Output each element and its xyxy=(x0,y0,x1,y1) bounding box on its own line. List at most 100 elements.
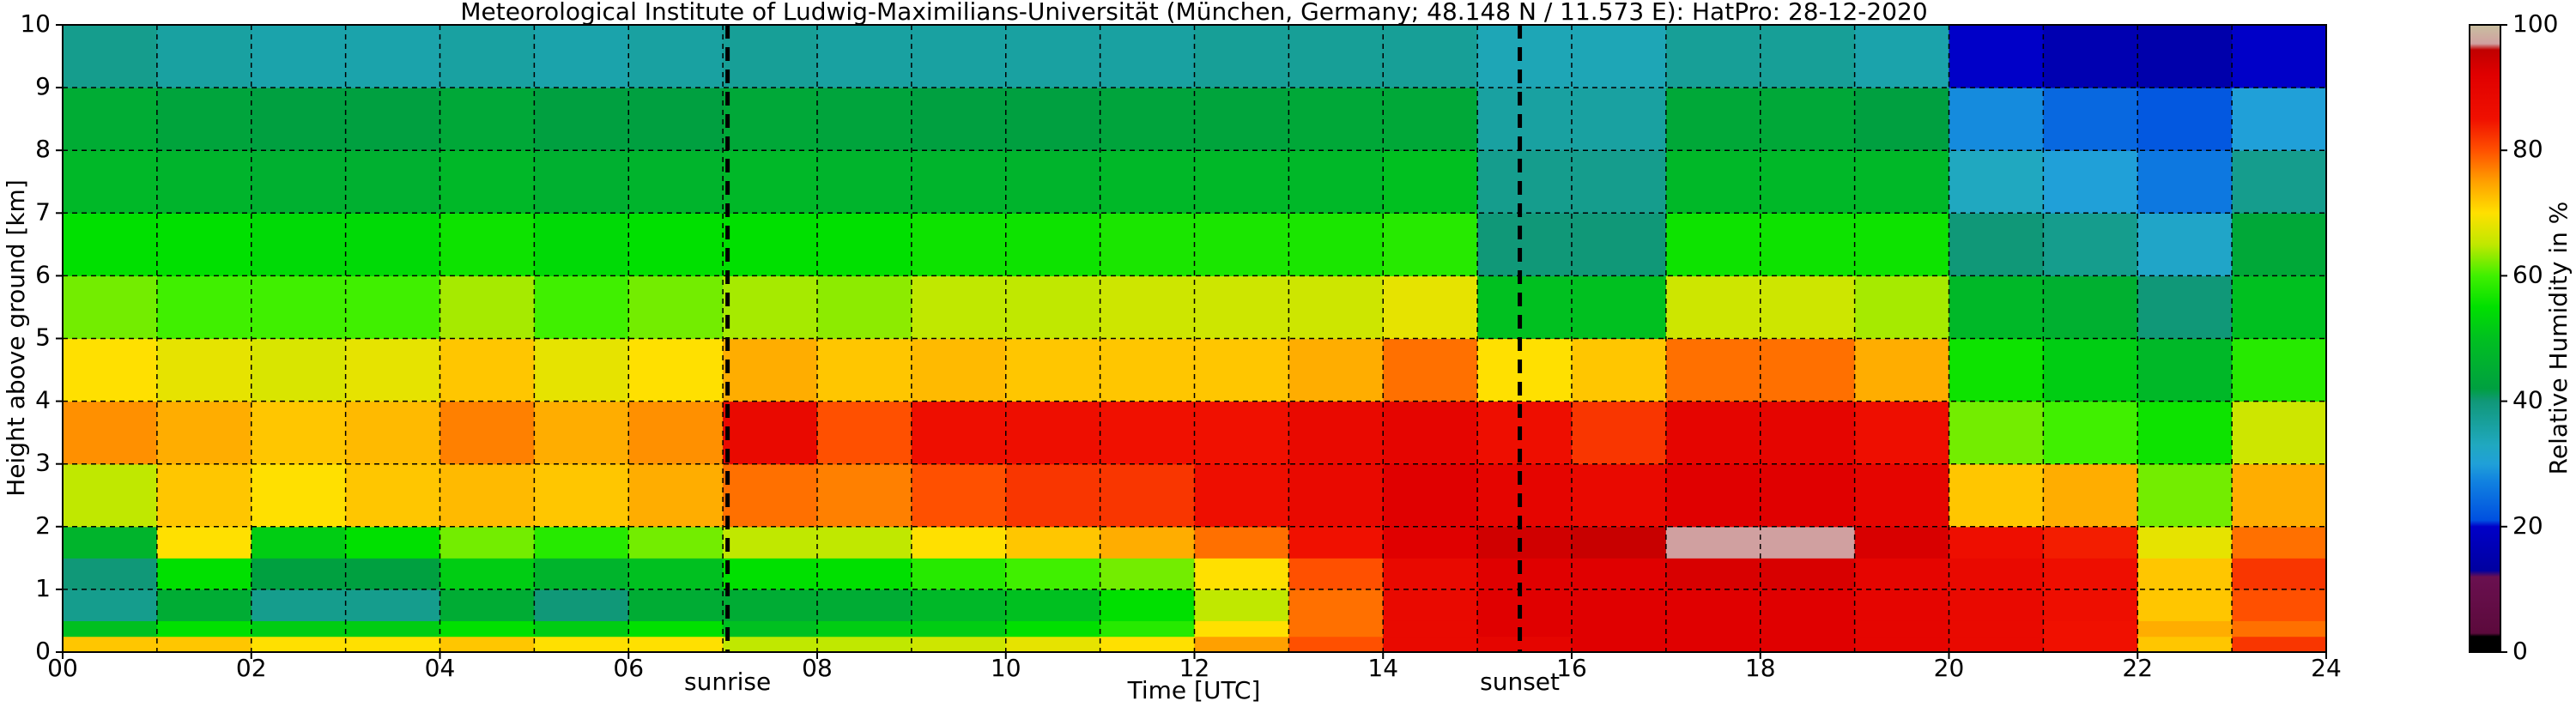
heatmap-cell xyxy=(1100,558,1195,590)
heatmap-cell xyxy=(1288,338,1384,402)
heatmap-cell xyxy=(156,213,252,276)
heatmap-cell xyxy=(1760,526,1856,559)
heatmap-cell xyxy=(251,275,347,339)
heatmap-cell xyxy=(2137,275,2233,339)
heatmap-cell xyxy=(1949,213,2044,276)
heatmap-cell xyxy=(911,636,1007,653)
heatmap-cell xyxy=(1949,463,2044,528)
heatmap-cell xyxy=(1100,401,1195,465)
heatmap-cell xyxy=(1854,213,1949,276)
x-tick-label: 06 xyxy=(613,654,644,682)
heatmap-cell xyxy=(723,275,818,339)
heatmap-cell xyxy=(723,25,818,88)
y-tick-label: 0 xyxy=(35,637,51,665)
heatmap-cell xyxy=(2232,213,2327,276)
heatmap-cell xyxy=(1100,620,1195,638)
heatmap-cell xyxy=(1760,338,1856,402)
heatmap-cell xyxy=(1383,150,1478,214)
heatmap-cell xyxy=(534,88,629,151)
y-tick-label: 1 xyxy=(35,574,51,602)
heatmap-cell xyxy=(1100,636,1195,653)
heatmap-cell xyxy=(1194,213,1289,276)
heatmap-cell xyxy=(911,401,1007,465)
heatmap-cell xyxy=(156,150,252,214)
chart-title: Meteorological Institute of Ludwig-Maxim… xyxy=(460,0,1927,26)
heatmap-cell xyxy=(156,558,252,590)
heatmap-cell xyxy=(817,275,912,339)
heatmap-cell xyxy=(628,213,724,276)
heatmap-cell xyxy=(2043,401,2138,465)
heatmap-cell xyxy=(534,338,629,402)
heatmap-cell xyxy=(1949,25,2044,88)
heatmap-cell xyxy=(63,558,158,590)
heatmap-cell xyxy=(345,25,440,88)
heatmap-cell xyxy=(1005,463,1101,528)
heatmap-cell xyxy=(1100,213,1195,276)
heatmap-cell xyxy=(345,620,440,638)
heatmap-cell xyxy=(911,25,1007,88)
heatmap-cell xyxy=(1477,88,1573,151)
heatmap-cell xyxy=(628,275,724,339)
heatmap-cell xyxy=(1665,463,1761,528)
heatmap-cell xyxy=(723,401,818,465)
heatmap-cell xyxy=(1760,463,1856,528)
heatmap-cell xyxy=(1100,338,1195,402)
x-tick-label: 24 xyxy=(2311,654,2342,682)
heatmap-cell xyxy=(345,401,440,465)
heatmap-cell xyxy=(345,150,440,214)
heatmap-cell xyxy=(345,589,440,621)
heatmap-cell xyxy=(345,636,440,653)
heatmap-cell xyxy=(817,150,912,214)
heatmap-cell xyxy=(628,150,724,214)
heatmap-cell xyxy=(628,526,724,559)
heatmap-cell xyxy=(2043,558,2138,590)
heatmap-cell xyxy=(1477,150,1573,214)
heatmap-cell xyxy=(1194,401,1289,465)
heatmap-cell xyxy=(2043,526,2138,559)
heatmap-cell xyxy=(911,526,1007,559)
heatmap-cell xyxy=(1665,213,1761,276)
heatmap-cell xyxy=(1100,150,1195,214)
heatmap-cell xyxy=(1005,25,1101,88)
heatmap-cell xyxy=(1005,589,1101,621)
heatmap-cell xyxy=(817,88,912,151)
heatmap-cell xyxy=(1572,558,1667,590)
heatmap-cell xyxy=(439,401,535,465)
heatmap-cell xyxy=(817,463,912,528)
heatmap-cell xyxy=(911,620,1007,638)
heatmap-cell xyxy=(2137,338,2233,402)
heatmap-cell xyxy=(1100,526,1195,559)
heatmap-cell xyxy=(63,526,158,559)
heatmap-cell xyxy=(2232,150,2327,214)
heatmap-cell xyxy=(628,88,724,151)
heatmap-cell xyxy=(1005,401,1101,465)
heatmap-cell xyxy=(1949,589,2044,621)
heatmap-cell xyxy=(1383,526,1478,559)
heatmap-cell xyxy=(2232,558,2327,590)
heatmap-cell xyxy=(1854,88,1949,151)
heatmap-cell xyxy=(439,589,535,621)
heatmap-cell xyxy=(251,88,347,151)
heatmap-cell xyxy=(2232,526,2327,559)
heatmap-cell xyxy=(1949,338,2044,402)
heatmap-cell xyxy=(1477,589,1573,621)
heatmap-cell xyxy=(911,88,1007,151)
heatmap-cell xyxy=(156,338,252,402)
heatmap-cell xyxy=(251,338,347,402)
heatmap-cell xyxy=(1572,636,1667,653)
heatmap-cell xyxy=(1288,558,1384,590)
heatmap-cell xyxy=(1949,88,2044,151)
x-tick-label: 10 xyxy=(991,654,1021,682)
heatmap-cell xyxy=(251,25,347,88)
heatmap-cell xyxy=(1288,526,1384,559)
x-tick-label: 02 xyxy=(236,654,267,682)
heatmap-cell xyxy=(723,338,818,402)
y-tick-label: 2 xyxy=(35,511,51,540)
heatmap-cell xyxy=(2137,589,2233,621)
heatmap-cell xyxy=(1477,401,1573,465)
heatmap-cell xyxy=(1854,275,1949,339)
heatmap-cell xyxy=(2232,275,2327,339)
heatmap-cell xyxy=(2137,620,2233,638)
colorbar-tick-label: 0 xyxy=(2512,637,2528,665)
